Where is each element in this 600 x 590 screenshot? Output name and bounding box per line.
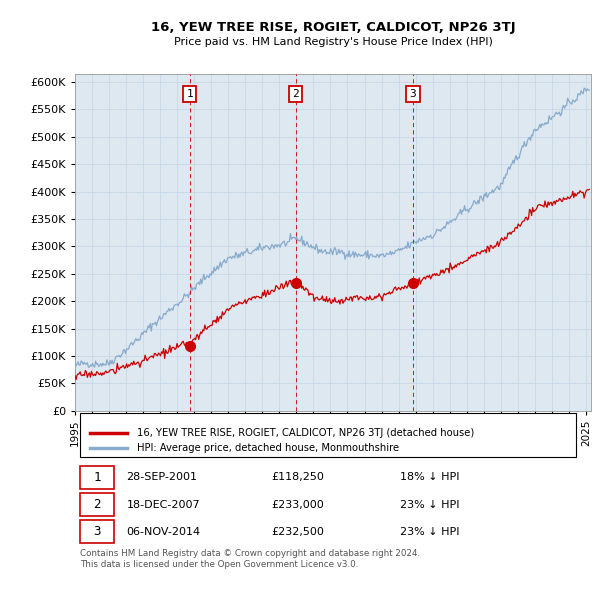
Text: 18% ↓ HPI: 18% ↓ HPI <box>400 473 460 483</box>
Text: 06-NOV-2014: 06-NOV-2014 <box>127 527 201 537</box>
Bar <box>80 493 114 516</box>
Text: 18-DEC-2007: 18-DEC-2007 <box>127 500 200 510</box>
Text: 16, YEW TREE RISE, ROGIET, CALDICOT, NP26 3TJ: 16, YEW TREE RISE, ROGIET, CALDICOT, NP2… <box>151 21 515 34</box>
Bar <box>80 413 575 457</box>
Text: 3: 3 <box>410 89 416 99</box>
Text: 23% ↓ HPI: 23% ↓ HPI <box>400 527 460 537</box>
Text: 1: 1 <box>187 89 193 99</box>
Bar <box>80 520 114 543</box>
Text: Price paid vs. HM Land Registry's House Price Index (HPI): Price paid vs. HM Land Registry's House … <box>173 37 493 47</box>
Text: 2: 2 <box>292 89 299 99</box>
Text: £233,000: £233,000 <box>271 500 324 510</box>
Text: 16, YEW TREE RISE, ROGIET, CALDICOT, NP26 3TJ (detached house): 16, YEW TREE RISE, ROGIET, CALDICOT, NP2… <box>137 428 474 438</box>
Text: Contains HM Land Registry data © Crown copyright and database right 2024.
This d: Contains HM Land Registry data © Crown c… <box>80 549 420 569</box>
Text: HPI: Average price, detached house, Monmouthshire: HPI: Average price, detached house, Monm… <box>137 443 399 453</box>
Text: £118,250: £118,250 <box>271 473 324 483</box>
Text: 3: 3 <box>93 525 101 538</box>
Text: 28-SEP-2001: 28-SEP-2001 <box>127 473 197 483</box>
Text: 1: 1 <box>93 471 101 484</box>
Bar <box>80 466 114 489</box>
Text: £232,500: £232,500 <box>271 527 324 537</box>
Text: 23% ↓ HPI: 23% ↓ HPI <box>400 500 460 510</box>
Text: 2: 2 <box>93 498 101 511</box>
